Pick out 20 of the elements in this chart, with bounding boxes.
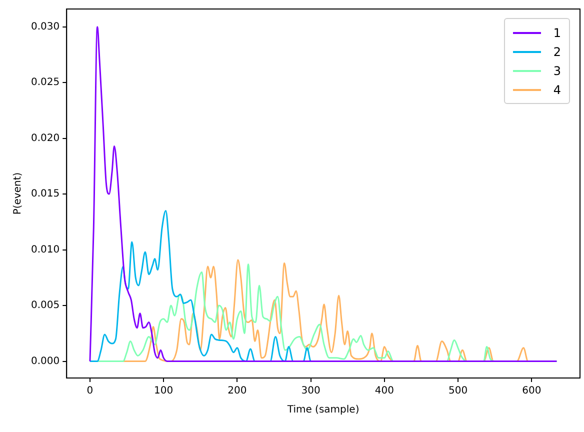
y-tick-label: 0.000 [30, 356, 60, 367]
y-axis-title: P(event) [12, 172, 24, 215]
y-tick-label: 0.010 [30, 244, 60, 256]
y-tick-label: 0.015 [30, 188, 60, 200]
y-tick-label: 0.030 [30, 21, 60, 32]
x-axis-title: Time (sample) [286, 404, 360, 416]
legend-label: 2 [553, 44, 561, 58]
x-tick-label: 100 [154, 386, 174, 397]
y-tick-label: 0.020 [30, 132, 60, 144]
x-tick-label: 300 [301, 386, 320, 397]
x-tick-label: 500 [448, 386, 468, 397]
y-tick-label: 0.005 [30, 300, 60, 312]
y-tick-label: 0.025 [30, 77, 60, 88]
x-tick-label: 600 [522, 386, 542, 397]
legend-label: 3 [553, 64, 561, 78]
legend-label: 4 [553, 82, 561, 96]
x-tick-label: 400 [374, 386, 394, 397]
legend-label: 1 [553, 26, 561, 40]
x-tick-label: 0 [86, 386, 94, 397]
x-tick-label: 200 [228, 386, 247, 397]
